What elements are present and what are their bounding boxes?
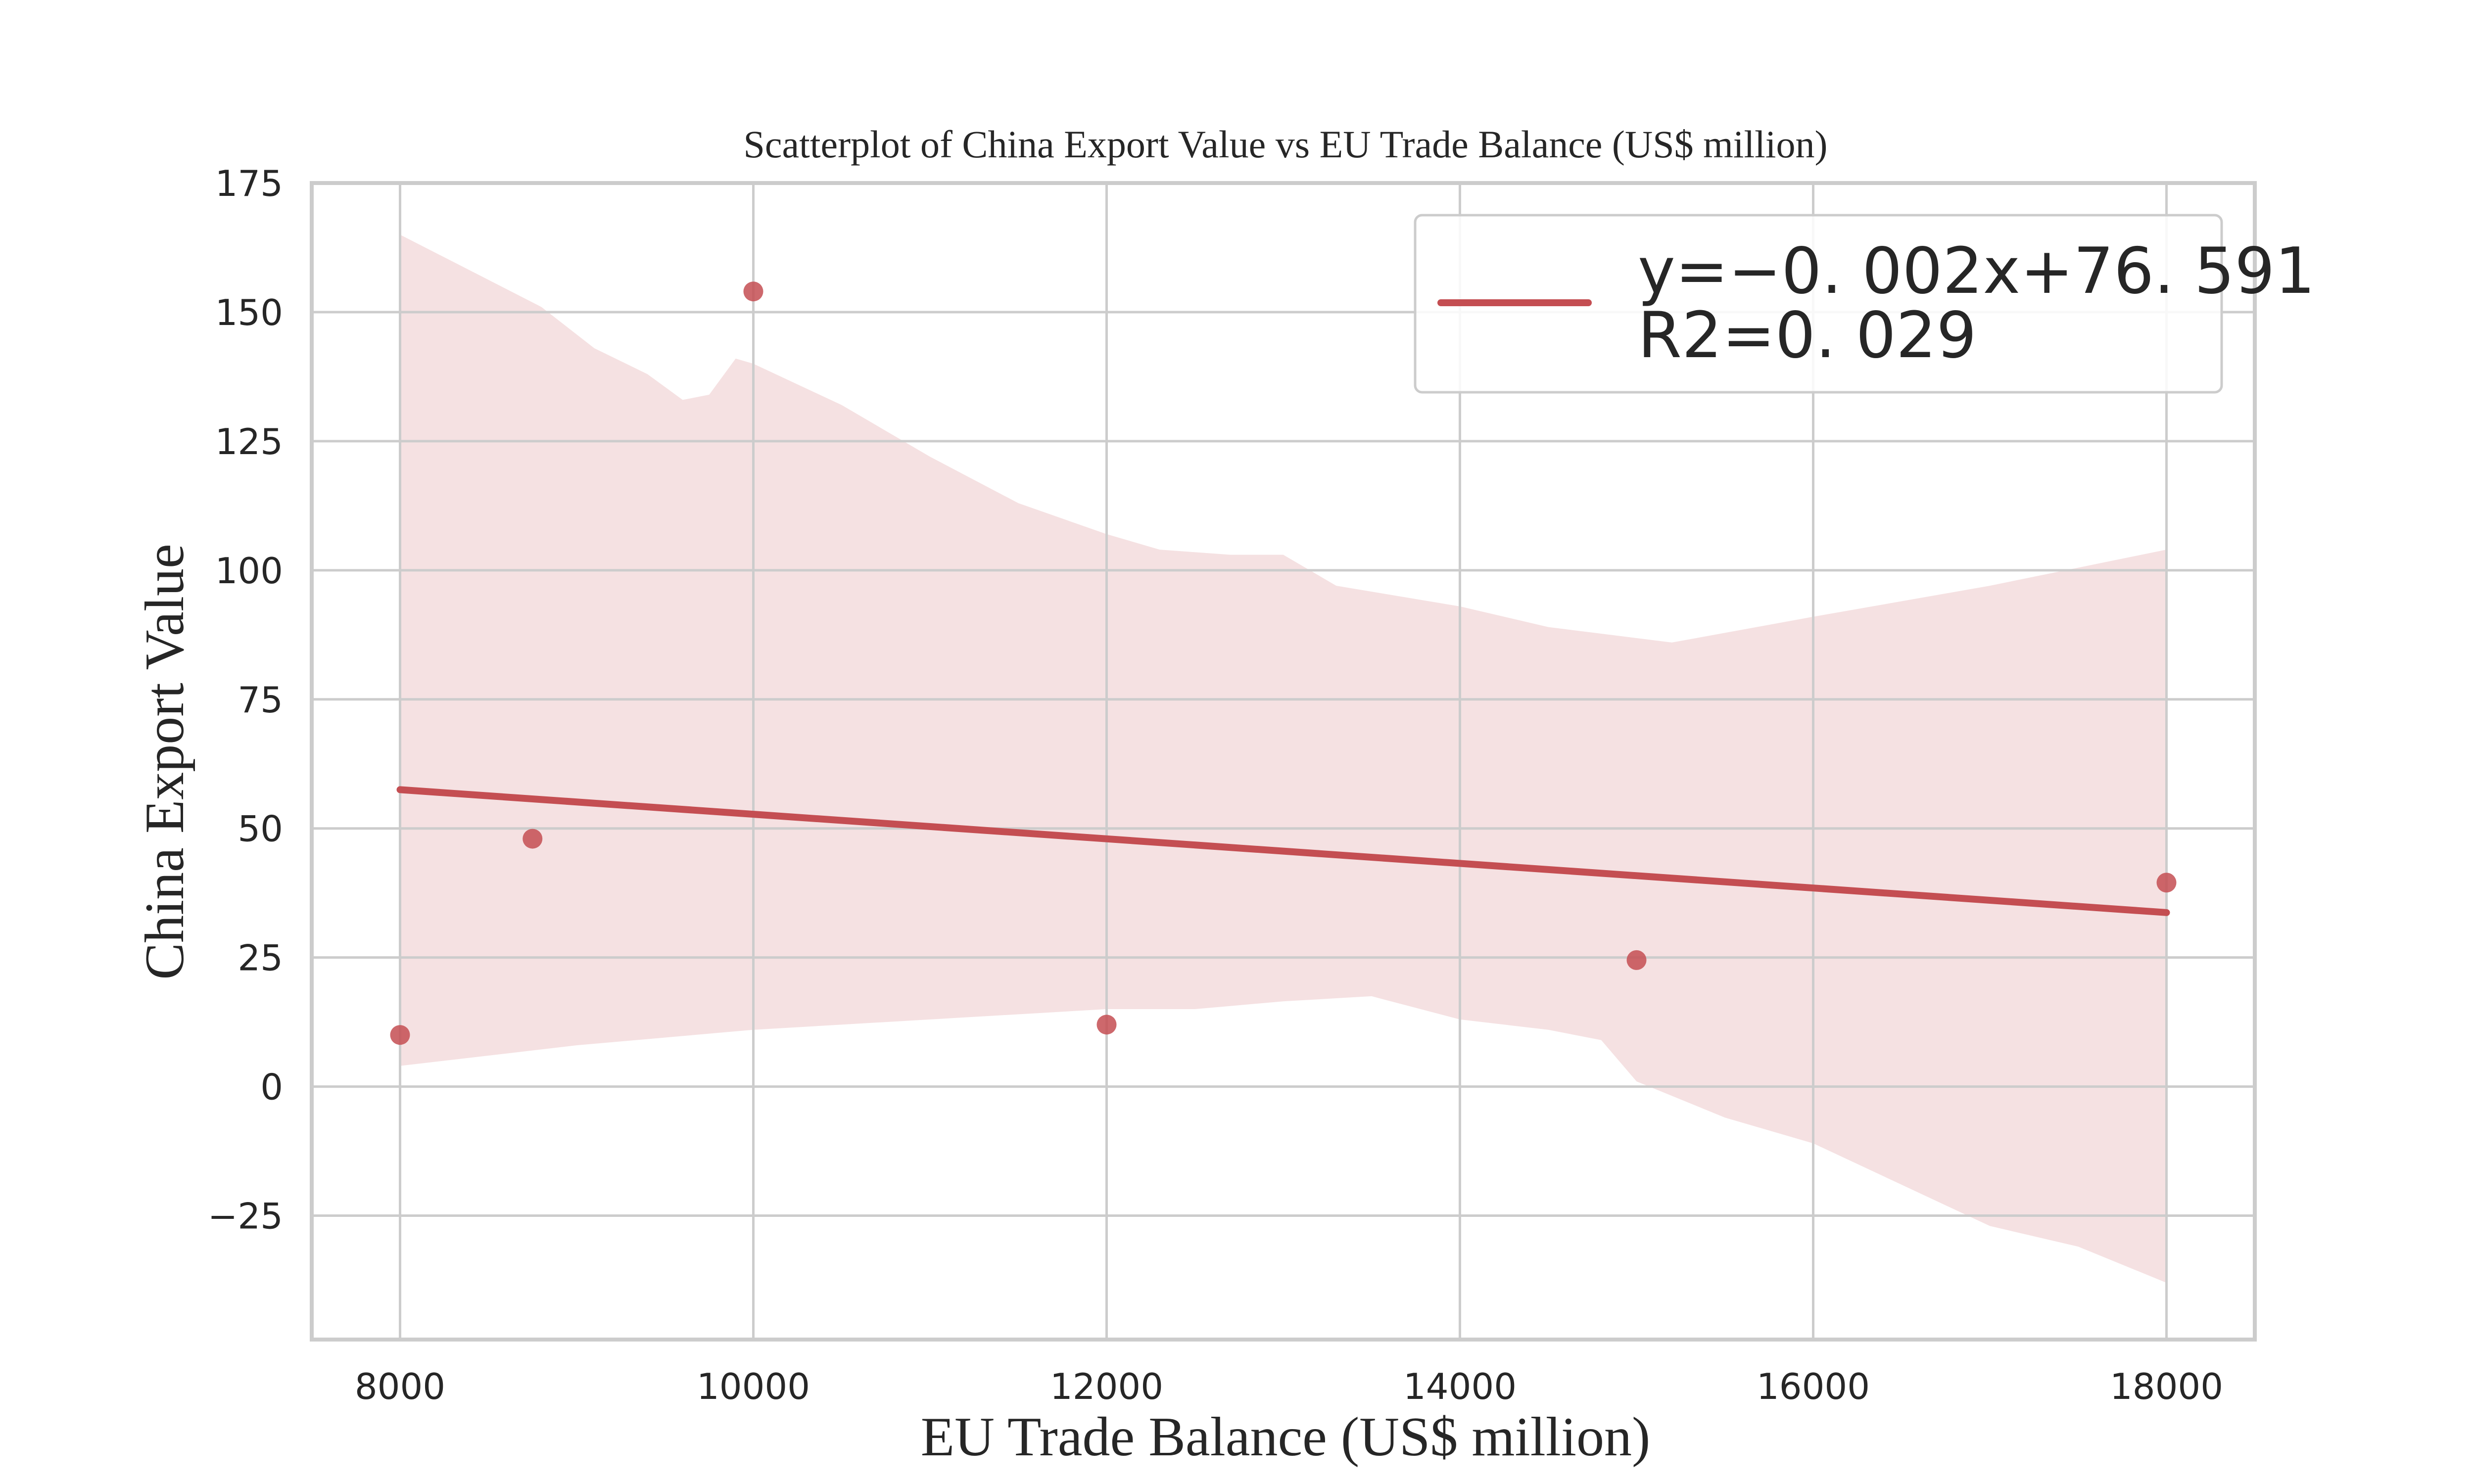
confidence-band bbox=[400, 234, 2167, 1283]
scatter-point bbox=[743, 281, 763, 302]
regression-line-layer bbox=[396, 786, 2170, 916]
y-tick-label: 175 bbox=[215, 163, 283, 204]
grid-layer bbox=[312, 182, 2255, 1340]
chart-title: Scatterplot of China Export Value vs EU … bbox=[744, 123, 1828, 166]
y-tick-label: 25 bbox=[238, 937, 283, 979]
regression-line bbox=[396, 786, 2170, 916]
y-tick-label: −25 bbox=[208, 1196, 283, 1237]
y-tick-label: 125 bbox=[215, 421, 283, 463]
scatter-point bbox=[2156, 873, 2177, 893]
x-axis-label: EU Trade Balance (US$ million) bbox=[921, 1406, 1650, 1468]
x-tick-label: 18000 bbox=[2110, 1366, 2223, 1407]
x-tick-label: 12000 bbox=[1050, 1366, 1163, 1407]
scatter-point bbox=[523, 829, 543, 849]
scatter-point bbox=[1096, 1015, 1117, 1035]
tick-labels-layer: 8000 10000 12000 14000 16000 18000 −25 0 25 50 75 1… bbox=[208, 163, 2223, 1407]
confidence-band-layer bbox=[400, 234, 2167, 1283]
scatter-points-layer bbox=[390, 281, 2177, 1045]
y-tick-label: 100 bbox=[215, 550, 283, 592]
x-tick-label: 8000 bbox=[355, 1366, 445, 1407]
legend-r2-label: R2=0. 029 bbox=[1638, 299, 1977, 372]
x-tick-label: 16000 bbox=[1757, 1366, 1870, 1407]
legend-equation-label: y=−0. 002x+76. 591 bbox=[1638, 234, 2315, 308]
x-tick-label: 10000 bbox=[697, 1366, 810, 1407]
plot-frame bbox=[310, 181, 2257, 1342]
scatter-point bbox=[1626, 950, 1647, 970]
x-tick-label: 14000 bbox=[1403, 1366, 1517, 1407]
y-tick-label: 150 bbox=[215, 292, 283, 333]
legend: y=−0. 002x+76. 591 R2=0. 029 bbox=[1414, 214, 2315, 394]
legend-box bbox=[1414, 214, 2223, 394]
y-tick-label: 50 bbox=[238, 808, 283, 850]
y-tick-label: 75 bbox=[238, 679, 283, 721]
y-axis-label: China Export Value bbox=[134, 544, 195, 979]
scatter-point bbox=[390, 1025, 410, 1045]
y-tick-label: 0 bbox=[260, 1067, 283, 1108]
